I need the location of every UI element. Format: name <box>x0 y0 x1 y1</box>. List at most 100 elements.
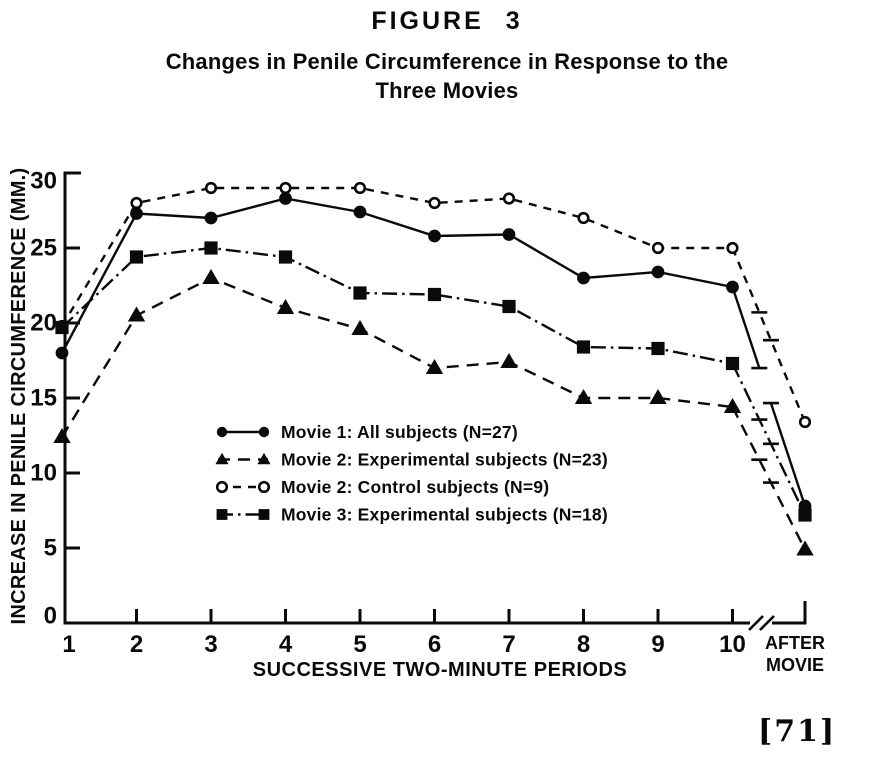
axis-frame <box>63 171 807 625</box>
filled-triangle-marker <box>574 389 593 404</box>
filled-triangle-marker <box>723 398 742 413</box>
x-tick-labels: 1 2 3 4 5 6 7 8 9 10 <box>62 631 746 658</box>
y-tick-label: 20 <box>30 310 57 337</box>
open-circle-marker <box>215 480 229 494</box>
series-line <box>60 186 733 327</box>
filled-square-marker <box>204 241 218 255</box>
filled-triangle-marker <box>425 359 444 374</box>
y-tick-label: 5 <box>44 535 57 562</box>
filled-circle-marker <box>279 192 292 205</box>
x-tick-label: 2 <box>130 631 143 658</box>
series-line <box>61 246 733 365</box>
axis-break-slash <box>759 615 775 631</box>
y-tick-labels: 0 5 10 15 20 25 30 <box>30 168 57 630</box>
series-line <box>60 197 733 354</box>
filled-triangle-marker <box>351 320 369 335</box>
y-tick-label: 30 <box>30 168 57 195</box>
filled-square-marker <box>798 508 812 522</box>
open-circle-marker <box>726 241 739 255</box>
axis-break-marks <box>748 615 775 631</box>
after-segment <box>731 286 761 369</box>
x-tick-label: 4 <box>279 631 293 658</box>
legend-label: Movie 3: Experimental subjects (N=18) <box>281 505 608 525</box>
filled-square-marker <box>258 509 270 520</box>
x-tick-label: 10 <box>719 631 746 658</box>
filled-square-marker <box>216 509 228 520</box>
x-tick-label: 8 <box>577 631 590 658</box>
after-segment <box>769 402 807 507</box>
filled-triangle-marker <box>500 353 518 368</box>
series-0 <box>55 192 812 513</box>
series-2 <box>55 181 812 429</box>
x-tick-label: 9 <box>651 631 664 658</box>
filled-square-marker <box>725 356 740 371</box>
y-tick-label: 10 <box>30 460 57 487</box>
x-tick-label: 5 <box>353 631 366 658</box>
open-circle-marker <box>130 196 143 210</box>
x-tick-label: 6 <box>428 631 441 658</box>
filled-square-marker <box>278 250 293 264</box>
after-segment <box>731 406 807 551</box>
open-circle-marker <box>798 415 812 429</box>
legend-item: Movie 2: Control subjects (N=9) <box>215 477 549 497</box>
after-movie-label: AFTER <box>765 633 825 653</box>
filled-triangle-marker <box>796 540 814 556</box>
figure-title: Changes in Penile Circumference in Respo… <box>27 47 867 105</box>
series-1 <box>53 269 814 556</box>
filled-triangle-marker <box>215 452 229 465</box>
x-tick-label: 3 <box>204 631 217 658</box>
x-tick-label: 7 <box>502 631 515 658</box>
page-number: [71] <box>758 714 837 749</box>
figure-title-line-2: Three Movies <box>375 78 519 103</box>
after-movie-label: MOVIE <box>766 655 824 675</box>
filled-circle-marker <box>726 280 739 294</box>
open-circle-marker <box>279 181 292 195</box>
open-circle-marker <box>257 480 271 494</box>
figure-label: FIGURE 3 <box>371 7 523 35</box>
filled-triangle-marker <box>202 269 220 284</box>
filled-square-marker <box>427 287 442 302</box>
series-markers-2 <box>55 181 812 429</box>
filled-square-marker <box>55 320 69 335</box>
filled-circle-marker <box>204 211 218 225</box>
filled-square-marker <box>353 286 367 300</box>
y-tick-label: 15 <box>30 385 57 412</box>
series-3 <box>55 241 812 522</box>
y-tick-label: 0 <box>44 603 57 630</box>
legend-label: Movie 2: Control subjects (N=9) <box>281 477 549 497</box>
filled-square-marker <box>651 341 665 356</box>
x-axis-title: SUCCESSIVE TWO-MINUTE PERIODS <box>253 659 628 681</box>
filled-triangle-marker <box>276 299 295 314</box>
filled-circle-marker <box>651 265 665 279</box>
filled-circle-marker <box>258 426 270 438</box>
open-circle-marker <box>353 181 367 195</box>
open-circle-marker <box>651 241 665 255</box>
open-circle-marker <box>204 181 218 195</box>
series-markers-1 <box>53 269 814 556</box>
filled-triangle-marker <box>127 306 146 322</box>
axis-break-slash <box>748 615 764 631</box>
filled-circle-marker <box>502 228 516 241</box>
filled-triangle-marker <box>257 452 271 465</box>
filled-triangle-marker <box>53 428 71 443</box>
filled-circle-marker <box>353 205 367 219</box>
series-markers-3 <box>55 241 812 522</box>
filled-circle-marker <box>216 426 228 438</box>
open-circle-marker <box>428 196 441 210</box>
filled-square-marker <box>129 250 144 264</box>
axis-break-gap <box>750 618 772 628</box>
filled-circle-marker <box>577 271 590 285</box>
legend-item: Movie 2: Experimental subjects (N=23) <box>215 450 608 470</box>
legend-label: Movie 1: All subjects (N=27) <box>281 422 518 442</box>
filled-square-marker <box>502 299 516 314</box>
filled-circle-marker <box>428 229 441 243</box>
filled-triangle-marker <box>649 389 667 404</box>
open-circle-marker <box>502 192 516 205</box>
figure-title-line-1: Changes in Penile Circumference in Respo… <box>165 49 729 74</box>
filled-square-marker <box>576 340 591 354</box>
y-tick-label: 25 <box>30 235 57 262</box>
series-line <box>60 276 733 438</box>
legend-item: Movie 1: All subjects (N=27) <box>216 422 518 442</box>
